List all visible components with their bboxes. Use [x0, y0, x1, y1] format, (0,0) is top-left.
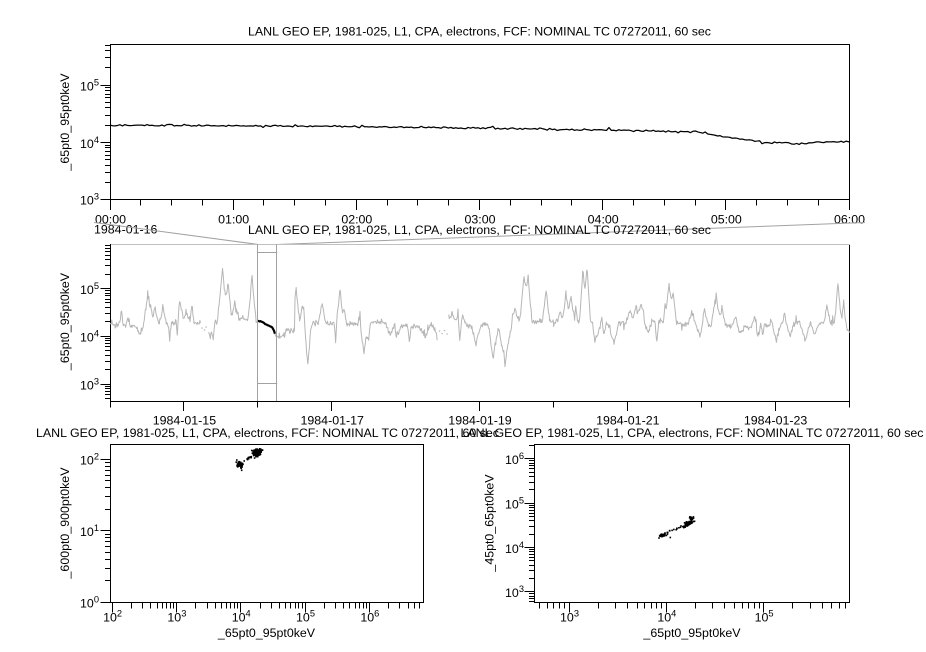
svg-text:02:00: 02:00: [341, 212, 372, 226]
svg-text:LANL GEO EP, 1981-025, L1, CPA: LANL GEO EP, 1981-025, L1, CPA, electron…: [36, 426, 499, 440]
svg-text:LANL GEO EP, 1981-025, L1, CPA: LANL GEO EP, 1981-025, L1, CPA, electron…: [248, 223, 711, 237]
svg-text:06:00: 06:00: [834, 212, 865, 226]
svg-text:1984-01-21: 1984-01-21: [596, 414, 659, 428]
svg-text:_65pt0_95pt0keV: _65pt0_95pt0keV: [58, 73, 72, 172]
svg-text:_65pt0_95pt0keV: _65pt0_95pt0keV: [217, 626, 316, 640]
svg-text:_65pt0_95pt0keV: _65pt0_95pt0keV: [642, 626, 741, 640]
svg-text:_45pt0_65pt0keV: _45pt0_65pt0keV: [483, 474, 497, 573]
svg-text:01:00: 01:00: [218, 212, 249, 226]
svg-text:_65pt0_95pt0keV: _65pt0_95pt0keV: [58, 272, 72, 371]
svg-text:03:00: 03:00: [464, 212, 495, 226]
svg-text:1984-01-17: 1984-01-17: [301, 414, 364, 428]
svg-text:05:00: 05:00: [711, 212, 742, 226]
svg-text:1984-01-16: 1984-01-16: [94, 223, 157, 237]
svg-text:04:00: 04:00: [588, 212, 619, 226]
svg-text:1984-01-23: 1984-01-23: [744, 414, 807, 428]
svg-text:1984-01-15: 1984-01-15: [153, 414, 216, 428]
svg-text:_600pt0_900pt0keV: _600pt0_900pt0keV: [58, 467, 72, 580]
svg-text:1984-01-19: 1984-01-19: [448, 414, 511, 428]
svg-text:LANL GEO EP, 1981-025, L1, CPA: LANL GEO EP, 1981-025, L1, CPA, electron…: [460, 426, 923, 440]
svg-text:00:00: 00:00: [95, 212, 126, 226]
svg-text:LANL GEO EP, 1981-025, L1, CPA: LANL GEO EP, 1981-025, L1, CPA, electron…: [248, 25, 711, 39]
